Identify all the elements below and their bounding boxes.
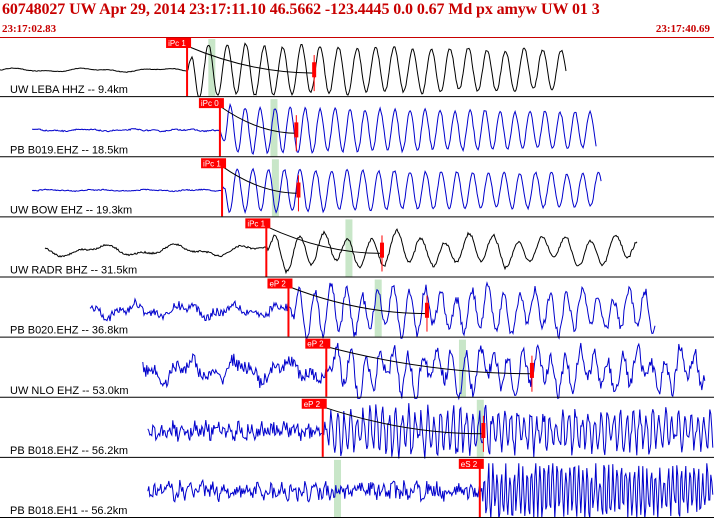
phase-pick-label: iPc 1 [168, 39, 186, 48]
window-end-time: 23:17:40.69 [655, 23, 710, 35]
trace-row[interactable]: eS 2 PB B018.EH1 -- 56.2km [0, 458, 714, 518]
amplitude-bar [529, 362, 534, 378]
station-label: UW RADR BHZ -- 31.5km [10, 265, 137, 277]
amplitude-bar [424, 302, 429, 318]
phase-pick-label: eP 2 [304, 400, 321, 409]
event-header: 60748027 UW Apr 29, 2014 23:17:11.10 46.… [0, 0, 714, 37]
phase-pick-flag[interactable] [267, 278, 293, 289]
trace-row[interactable]: iPc 1 UW BOW EHZ -- 19.3km [0, 158, 714, 218]
waveform-trace [0, 42, 567, 98]
waveform-trace [31, 102, 597, 156]
phase-pick-flag[interactable] [458, 458, 484, 469]
phase-pick-label: iPc 0 [201, 99, 219, 108]
coda-curve [266, 225, 383, 254]
coda-curve [288, 286, 428, 315]
phase-pick-label: eP 2 [269, 280, 286, 289]
coda-curve [186, 45, 315, 74]
coda-curve [221, 165, 299, 194]
event-title: 60748027 UW Apr 29, 2014 23:17:11.10 46.… [2, 1, 600, 18]
waveform-trace [147, 403, 714, 459]
trace-row[interactable]: iPc 1 UW LEBA HHZ -- 9.4km [0, 38, 714, 98]
phase-pick-label: eP 2 [307, 340, 324, 349]
coda-curve [326, 346, 532, 375]
phase-pick-flag[interactable] [301, 398, 327, 409]
waveform-trace [44, 228, 638, 275]
amplitude-bar [294, 122, 299, 138]
phase-pick-flag[interactable] [198, 98, 224, 109]
phase-pick-label: iPc 1 [247, 219, 265, 228]
theoretical-arrival-band [270, 99, 278, 157]
trace-row[interactable]: iPc 0 PB B019.EHZ -- 18.5km [0, 98, 714, 158]
waveform-trace [142, 342, 706, 401]
phase-pick-flag[interactable] [305, 338, 331, 349]
station-label: PB B020.EHZ -- 36.8km [10, 325, 128, 337]
station-label: UW NLO EHZ -- 53.0km [10, 385, 129, 397]
amplitude-bar [296, 182, 301, 198]
coda-curve [322, 406, 484, 435]
amplitude-bar [481, 423, 486, 439]
theoretical-arrival-band [271, 159, 279, 217]
trace-row[interactable]: eP 2 PB B018.EHZ -- 56.2km [0, 398, 714, 459]
station-label: PB B019.EHZ -- 18.5km [10, 144, 128, 156]
phase-pick-flag[interactable] [201, 158, 227, 169]
theoretical-arrival-band [334, 459, 342, 517]
window-start-time: 23:17:02.83 [2, 23, 57, 35]
seismogram-panel[interactable]: iPc 1 UW LEBA HHZ -- 9.4km iPc 0 PB B019.EH… [0, 37, 714, 518]
phase-pick-flag[interactable] [166, 38, 192, 48]
waveform-trace [89, 281, 656, 340]
theoretical-arrival-band [458, 339, 466, 397]
theoretical-arrival-band [208, 39, 216, 97]
amplitude-bar [312, 62, 317, 78]
trace-row[interactable]: eP 2 UW NLO EHZ -- 53.0km [0, 338, 714, 401]
phase-pick-label: eS 2 [461, 460, 478, 469]
phase-pick-flag[interactable] [245, 218, 271, 229]
station-label: PB B018.EH1 -- 56.2km [10, 505, 127, 517]
theoretical-arrival-band [374, 279, 382, 337]
station-label: UW BOW EHZ -- 19.3km [10, 204, 132, 216]
trace-row[interactable]: iPc 1 UW RADR BHZ -- 31.5km [0, 218, 714, 278]
coda-curve [219, 105, 297, 134]
waveform-trace [31, 167, 602, 215]
station-label: PB B018.EHZ -- 56.2km [10, 445, 128, 457]
phase-pick-label: iPc 1 [203, 159, 221, 168]
amplitude-bar [379, 242, 384, 258]
waveform-trace [147, 463, 714, 518]
theoretical-arrival-band [345, 219, 353, 277]
trace-row[interactable]: eP 2 PB B020.EHZ -- 36.8km [0, 278, 714, 340]
station-label: UW LEBA HHZ -- 9.4km [10, 84, 128, 96]
